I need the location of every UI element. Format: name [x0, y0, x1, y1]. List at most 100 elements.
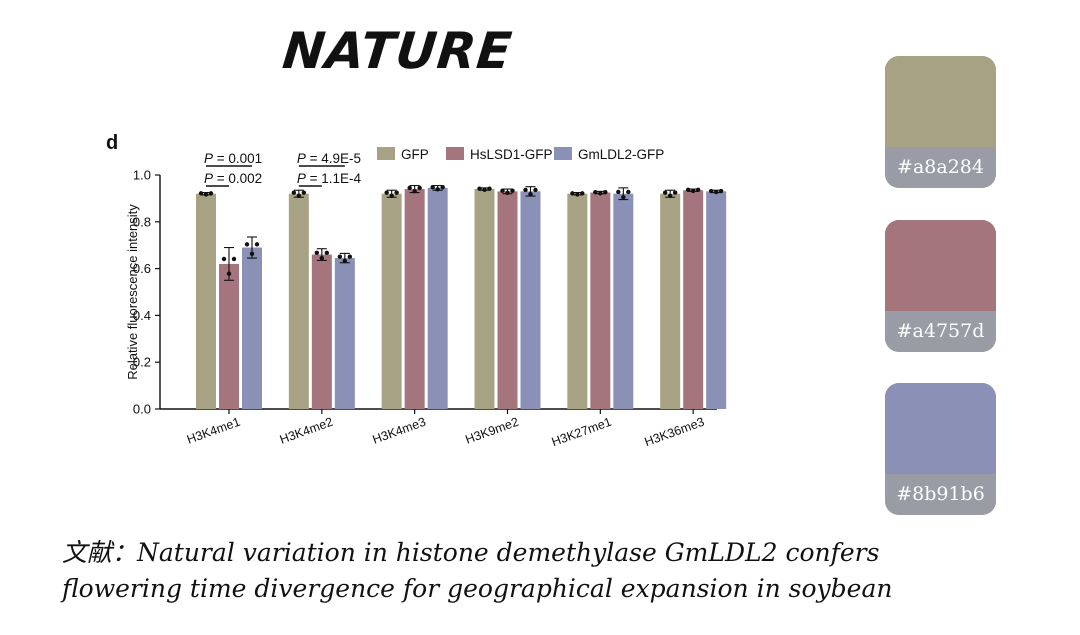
palette-swatch-1: #a8a284: [885, 56, 996, 188]
swatch-color-3: [885, 383, 996, 474]
p-symbol: P: [204, 171, 213, 186]
replicate-point: [249, 251, 255, 257]
replicate-point: [626, 189, 631, 195]
p-symbol: P: [204, 151, 213, 166]
citation: 文献：Natural variation in histone demethyl…: [62, 535, 1062, 607]
replicate-point: [412, 188, 417, 194]
legend-swatch-gfp: [377, 147, 395, 160]
replicate-point: [685, 187, 691, 193]
replicate-point: [314, 250, 320, 256]
y-tick-label: 0.6: [133, 261, 151, 276]
bar-hslsd1-gfp-h3k4me2: [311, 254, 332, 409]
replicate-point: [407, 185, 412, 191]
bar-gfp-h3k4me1: [196, 193, 216, 409]
x-tick-label-h3k4me3: H3K4me3: [371, 415, 428, 447]
replicate-point: [713, 189, 719, 195]
palette-swatch-3: #8b91b6: [885, 383, 996, 515]
replicate-point: [528, 191, 533, 197]
bar-hslsd1-gfp-h3k36me3: [683, 190, 704, 409]
replicate-point: [440, 184, 445, 190]
replicate-point: [231, 256, 237, 262]
replicate-point: [244, 242, 250, 247]
p-value-annotation: P = 4.9E-5: [297, 151, 361, 166]
swatch-hex-3: #8b91b6: [885, 474, 996, 515]
bar-gfp-h3k27me1: [567, 193, 588, 409]
replicate-point: [203, 192, 209, 197]
replicate-point: [672, 190, 678, 195]
x-tick-label-h3k4me1: H3K4me1: [185, 415, 242, 447]
swatch-hex-2: #a4757d: [885, 311, 996, 352]
p-value: = 4.9E-5: [306, 151, 361, 166]
bar-hslsd1-gfp-h3k27me1: [590, 192, 611, 409]
panel-label: d: [106, 132, 118, 154]
p-value-annotation: P = 0.001: [204, 151, 262, 166]
y-tick-label: 0.8: [133, 214, 151, 229]
swatch-color-2: [885, 220, 996, 311]
y-tick-label: 0.4: [133, 308, 151, 323]
bar-gfp-h3k36me3: [660, 193, 681, 409]
replicate-point: [337, 254, 343, 259]
replicate-point: [510, 188, 515, 193]
replicate-point: [319, 255, 325, 261]
replicate-point: [435, 187, 440, 192]
replicate-point: [301, 190, 307, 195]
replicate-point: [580, 191, 585, 196]
citation-line-2: flowering time divergence for geographic…: [62, 574, 893, 603]
legend-label-gmldl2-gfp: GmLDL2-GFP: [578, 147, 664, 162]
replicate-point: [505, 190, 510, 195]
bar-gfp-h3k9me2: [474, 189, 495, 409]
p-value: = 0.002: [213, 171, 262, 186]
replicate-point: [296, 193, 302, 199]
replicate-point: [570, 191, 575, 196]
replicate-point: [575, 192, 580, 197]
replicate-point: [347, 254, 353, 259]
replicate-point: [226, 271, 232, 276]
x-tick-label-h3k9me2: H3K9me2: [463, 415, 520, 447]
y-tick-label: 0.0: [133, 402, 151, 417]
replicate-point: [389, 193, 394, 199]
bar-hslsd1-gfp-h3k9me2: [497, 191, 518, 409]
bar-gfp-h3k4me2: [288, 193, 309, 409]
replicate-point: [430, 184, 435, 190]
legend-swatch-gmldl2-gfp: [554, 147, 572, 160]
replicate-point: [487, 186, 492, 191]
legend-swatch-hslsd1-gfp: [446, 147, 464, 160]
swatch-color-1: [885, 56, 996, 147]
y-tick-label: 1.0: [133, 168, 151, 183]
p-symbol: P: [297, 151, 306, 166]
bar-gmldl2-gfp-h3k9me2: [520, 191, 541, 409]
replicate-point: [324, 250, 330, 256]
replicate-point: [500, 188, 505, 193]
citation-line-1: 文献：Natural variation in histone demethyl…: [62, 538, 880, 567]
replicate-point: [523, 187, 528, 193]
replicate-point: [662, 190, 668, 195]
replicate-point: [621, 195, 626, 200]
bar-gmldl2-gfp-h3k36me3: [706, 191, 727, 409]
replicate-point: [708, 188, 714, 194]
replicate-point: [291, 190, 297, 195]
bar-gmldl2-gfp-h3k4me1: [242, 247, 262, 409]
palette-swatch-2: #a4757d: [885, 220, 996, 352]
y-axis-label: Relative fluorescence intensity: [125, 204, 140, 380]
bar-gfp-h3k4me3: [381, 193, 402, 409]
replicate-point: [616, 189, 621, 195]
p-value-annotation: P = 0.002: [204, 171, 262, 186]
p-value-annotation: P = 1.1E-4: [297, 171, 362, 186]
replicate-point: [718, 188, 724, 194]
replicate-point: [208, 191, 214, 196]
y-tick-label: 0.2: [133, 355, 151, 370]
replicate-point: [477, 186, 482, 191]
replicate-point: [342, 258, 348, 264]
bar-gmldl2-gfp-h3k27me1: [613, 193, 634, 409]
bar-hslsd1-gfp-h3k4me1: [219, 263, 239, 409]
p-symbol: P: [297, 171, 306, 186]
replicate-point: [598, 191, 603, 196]
x-tick-label-h3k4me2: H3K4me2: [278, 415, 335, 447]
replicate-point: [533, 187, 538, 193]
legend-label-gfp: GFP: [401, 147, 429, 162]
replicate-point: [384, 190, 389, 195]
replicate-point: [482, 187, 487, 192]
journal-logo: NATURE: [279, 22, 516, 80]
swatch-hex-1: #a8a284: [885, 147, 996, 188]
replicate-point: [254, 242, 260, 247]
